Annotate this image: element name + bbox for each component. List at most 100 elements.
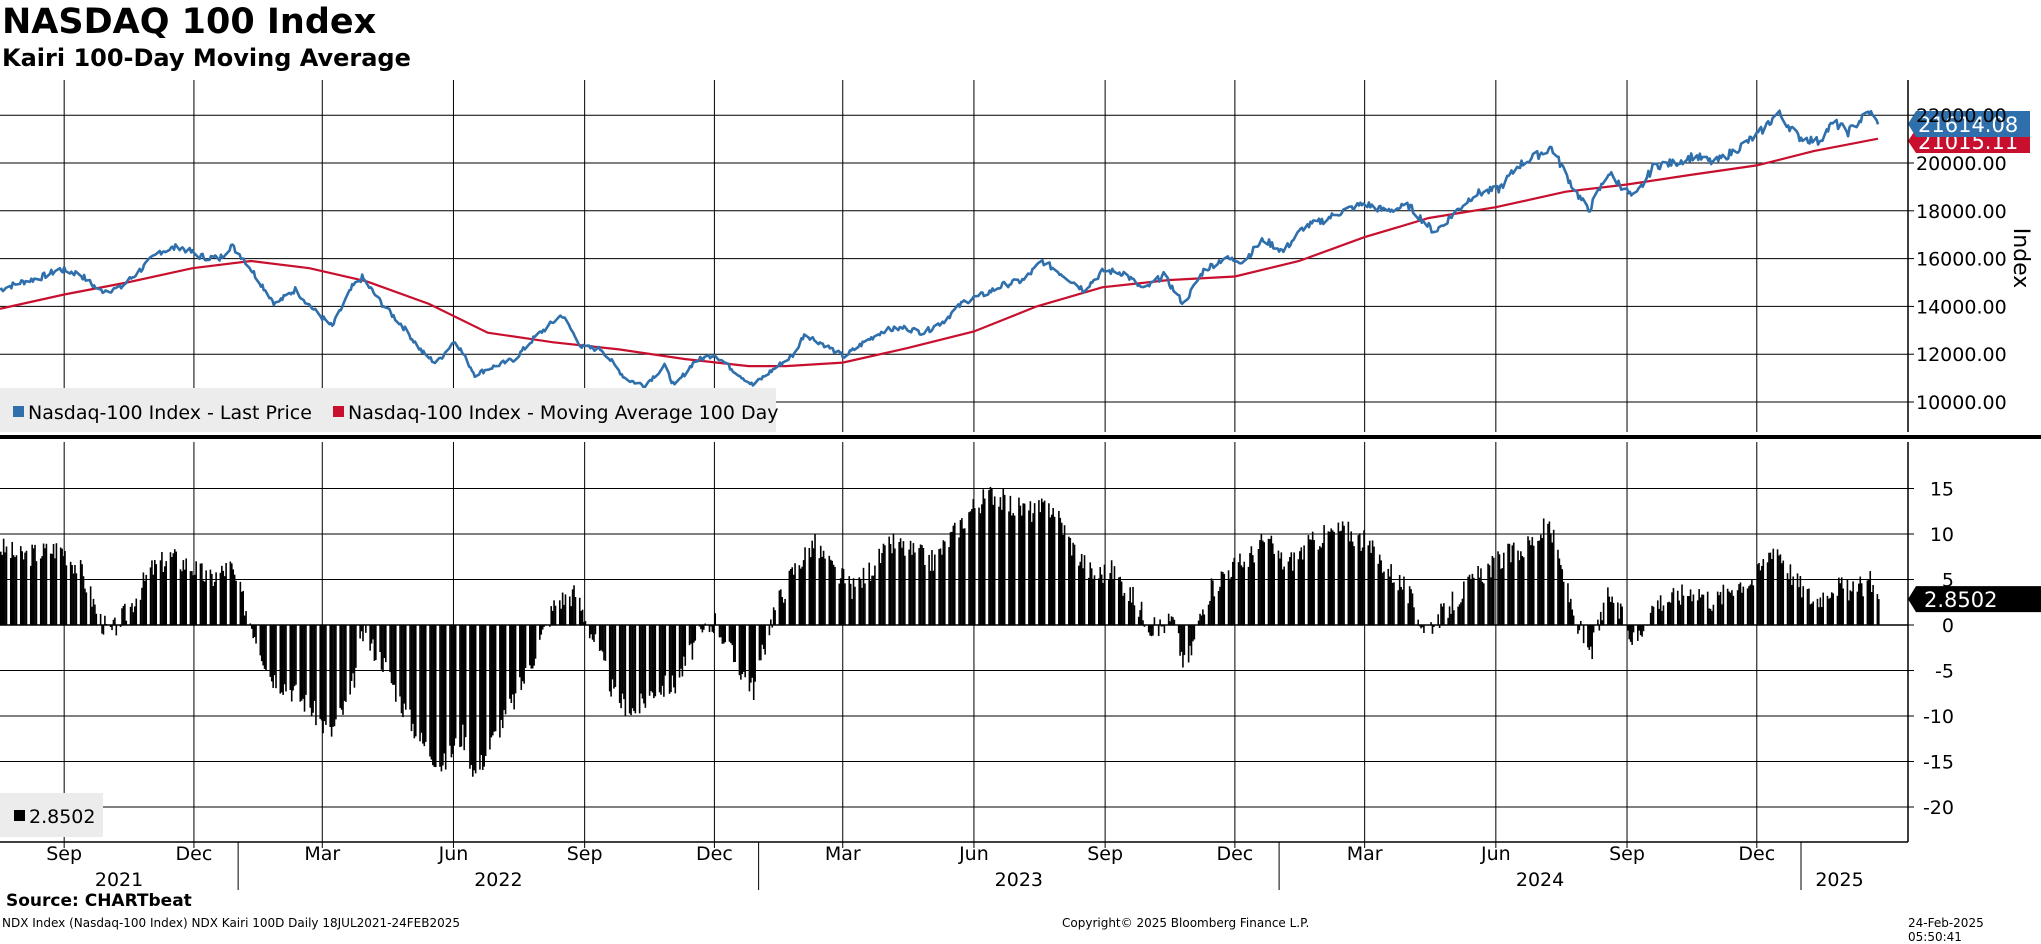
kairi-bar: [763, 625, 765, 649]
kairi-bar: [211, 574, 213, 625]
kairi-bar: [1148, 625, 1150, 632]
kairi-bar: [1154, 617, 1156, 625]
kairi-bar: [1650, 613, 1652, 625]
kairi-bar: [650, 625, 652, 691]
kairi-bar: [225, 563, 227, 625]
kairi-bar: [1643, 625, 1645, 631]
kairi-bar: [1412, 593, 1414, 625]
kairi-bar: [1291, 552, 1293, 625]
kairi-bar: [1708, 608, 1710, 625]
kairi-bar: [50, 554, 52, 625]
kairi-bar: [382, 625, 384, 672]
kairi-bar: [1042, 502, 1044, 625]
kairi-bar: [595, 625, 597, 634]
kairi-bar: [1352, 542, 1354, 625]
kairi-bar: [1298, 559, 1300, 625]
kairi-bar: [732, 625, 734, 645]
kairi-last-value-label: 2.8502: [1924, 588, 1997, 612]
kairi-bar: [1782, 561, 1784, 625]
kairi-bar: [1768, 553, 1770, 625]
kairi-bar: [46, 544, 48, 625]
kairi-bar: [724, 625, 726, 642]
kairi-bar: [1530, 545, 1532, 625]
kairi-bar: [988, 490, 990, 625]
kairi-bar: [933, 571, 935, 625]
kairi-bar: [689, 625, 691, 645]
kairi-bar: [1174, 620, 1176, 625]
kairi-bar: [1377, 564, 1379, 625]
kairi-bar: [452, 625, 454, 754]
kairi-bar: [1667, 602, 1669, 625]
kairi-bar: [1687, 596, 1689, 625]
kairi-bar: [1232, 562, 1234, 625]
kairi-bar: [625, 625, 627, 716]
kairi-bar: [1121, 582, 1123, 625]
x-year-label: 2023: [995, 869, 1043, 891]
kairi-bar: [1119, 577, 1121, 625]
kairi-bar: [1859, 577, 1861, 625]
kairi-bar: [1811, 603, 1813, 625]
kairi-bar: [101, 625, 103, 634]
kairi-bar: [1129, 587, 1131, 625]
kairi-bar: [1204, 615, 1206, 626]
kairi-bar: [1413, 607, 1415, 625]
kairi-bar: [86, 592, 88, 625]
kairi-bar: [1851, 591, 1853, 625]
kairi-bar: [93, 599, 95, 625]
kairi-bar: [271, 625, 273, 681]
kairi-bar: [1332, 530, 1334, 625]
grid-layer: [0, 80, 1908, 842]
kairi-bar: [31, 545, 33, 625]
kairi-bar: [980, 513, 982, 625]
kairi-bar: [1711, 611, 1713, 625]
kairi-bar: [255, 625, 257, 644]
kairi-bar: [1862, 596, 1864, 625]
kairi-bar: [1733, 596, 1735, 625]
kairi-bar: [890, 544, 892, 625]
kairi-bar: [195, 561, 197, 625]
kairi-bar: [1320, 548, 1322, 625]
x-month-label: Dec: [696, 843, 733, 865]
kairi-bar: [1191, 625, 1193, 655]
kairi-bar: [1767, 562, 1769, 625]
kairi-bar: [653, 625, 655, 698]
kairi-bar: [793, 575, 795, 625]
kairi-bar: [1319, 546, 1321, 625]
kairi-bar: [311, 625, 313, 716]
kairi-bar: [443, 625, 445, 753]
kairi-bar: [1550, 533, 1552, 625]
kairi-bar: [764, 625, 766, 655]
kairi-bar: [702, 625, 704, 632]
kairi-bar: [944, 541, 946, 625]
kairi-bar: [1628, 625, 1630, 639]
kairi-bar: [299, 625, 301, 702]
kairi-bar: [801, 567, 803, 625]
kairi-bar: [1410, 589, 1412, 625]
kairi-bar: [20, 546, 22, 625]
kairi-bar: [589, 625, 591, 638]
kairi-bar: [665, 625, 667, 676]
kairi-bar: [1392, 583, 1394, 625]
kairi-bar: [1723, 585, 1725, 625]
kairi-bar: [974, 508, 976, 625]
kairi-bar: [522, 625, 524, 681]
kairi-bar: [1453, 610, 1455, 625]
kairi-bar: [1871, 592, 1873, 625]
kairi-bar: [1867, 580, 1869, 625]
kairi-bar: [455, 625, 457, 738]
kairi-bar: [1869, 571, 1871, 625]
kairi-bar: [1822, 593, 1824, 625]
kairi-bar: [633, 625, 635, 711]
kairi-bar: [1099, 567, 1101, 625]
kairi-bar: [760, 625, 762, 660]
kairi-bar: [0, 552, 2, 625]
kairi-bar: [1618, 619, 1620, 625]
kairi-bar: [285, 625, 287, 691]
kairi-bar: [960, 520, 962, 625]
kairi-bar: [1492, 556, 1494, 625]
kairi-bar: [1389, 577, 1391, 625]
kairi-bar: [145, 575, 147, 625]
kairi-bar: [1409, 586, 1411, 625]
kairi-bar: [623, 625, 625, 699]
kairi-bar: [1529, 540, 1531, 625]
